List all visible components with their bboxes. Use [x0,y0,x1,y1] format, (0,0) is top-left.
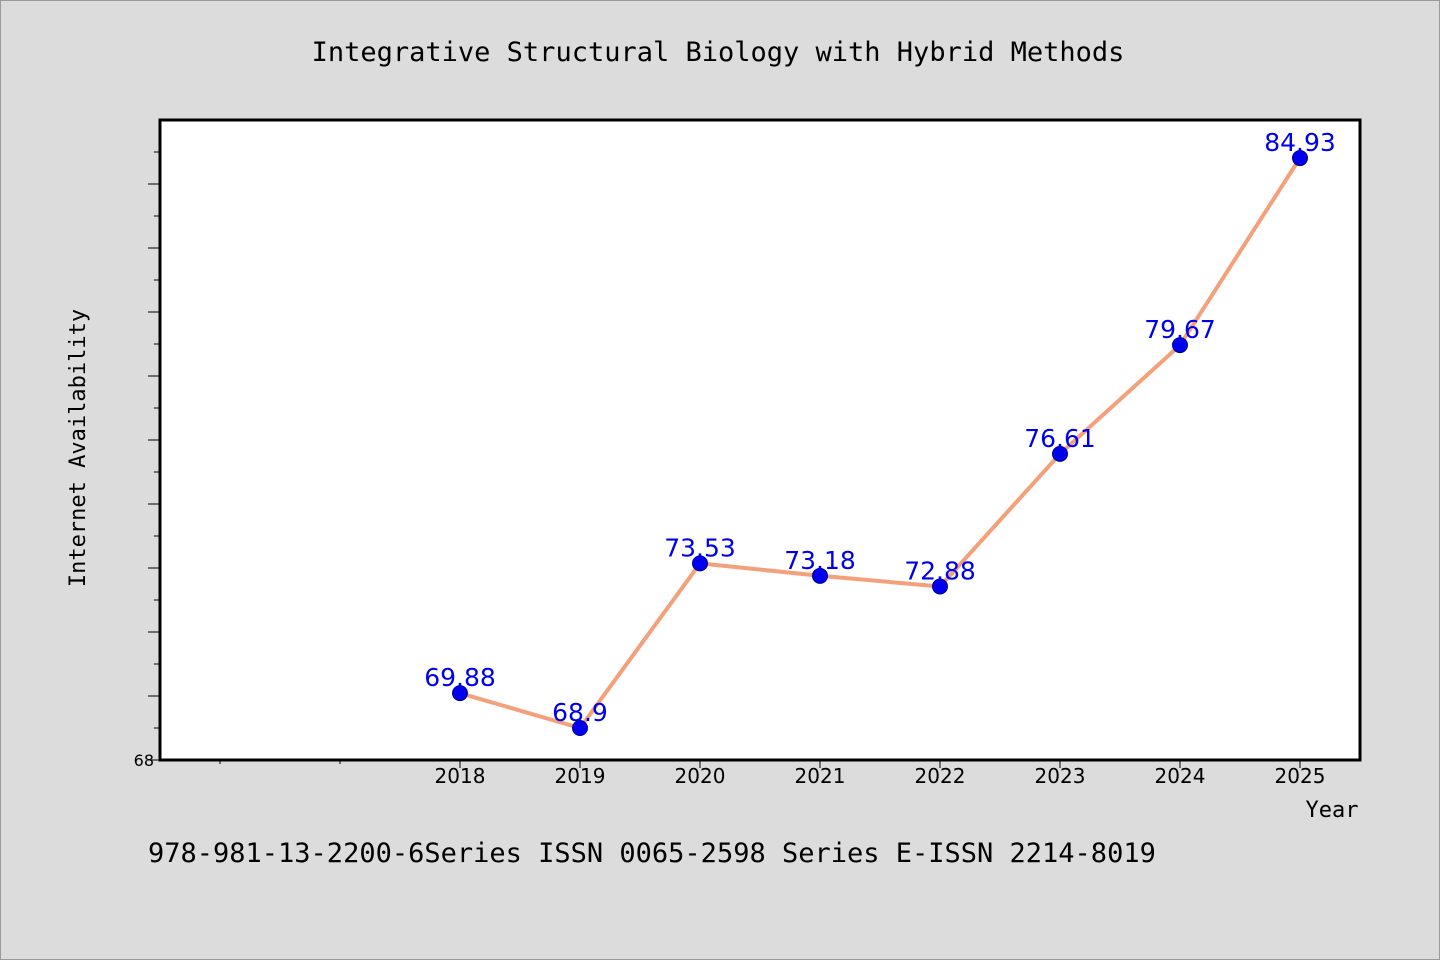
data-label: 73.53 [664,533,736,562]
plot-area [158,118,1362,762]
data-label: 76.61 [1024,424,1096,453]
footer-isbn-text: 978-981-13-2200-6Series ISSN 0065-2598 S… [148,838,1156,869]
x-tick-label: 2020 [675,764,726,788]
y-axis-label: Internet Availability [66,309,91,587]
y-axis-ticks: 68 [134,151,160,770]
x-tick-label: 2018 [435,764,486,788]
x-axis-ticks: 2018 2019 2020 2021 2022 2023 2024 2025 [219,760,1326,788]
x-tick-label: 2021 [795,764,846,788]
x-tick-label: 2024 [1155,764,1206,788]
data-point [1052,445,1068,462]
data-point [812,567,828,584]
y-tick-label: 68 [134,751,154,770]
data-label: 72.88 [904,556,976,585]
x-tick-label: 2022 [915,764,966,788]
data-label: 69.88 [424,663,496,692]
x-tick-label: 2023 [1035,764,1086,788]
x-tick-label: 2019 [555,764,606,788]
data-point [1172,337,1188,354]
x-tick-label: 2025 [1275,764,1326,788]
data-point [572,720,588,736]
data-point [452,685,468,702]
data-label: 84.93 [1264,128,1336,157]
data-point [932,578,948,595]
data-point [1292,150,1308,167]
data-point [692,555,708,572]
series-line [458,156,1302,730]
data-label: 73.18 [784,546,856,575]
data-label: 68.9 [552,698,608,727]
x-axis-label: Year [1306,798,1359,823]
data-label: 79.67 [1144,315,1216,344]
series-layer: 69.88 68.9 73.53 73.18 72.88 76.61 79.67 84.93 [424,128,1336,736]
chart-title: Integrative Structural Biology with Hybr… [312,37,1125,68]
